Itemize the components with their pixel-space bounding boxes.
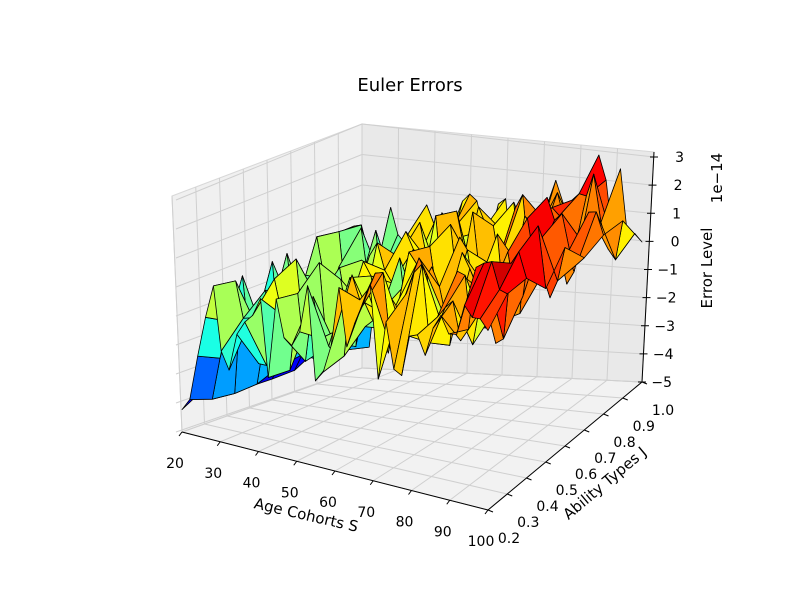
x-tick-label: 20	[166, 456, 184, 472]
x-tick-label: 80	[396, 515, 414, 531]
z-tick-label: −1	[657, 263, 678, 279]
y-tick-mark	[507, 493, 513, 497]
z-ticks: 3 2 1 0 −1 −2 −3 −4 −5	[638, 150, 684, 391]
x-tick-mark	[293, 460, 298, 466]
z-tick-label: 3	[675, 150, 684, 166]
grid-line	[175, 154, 363, 230]
z-offset-label: 1e−14	[708, 153, 726, 203]
y-tick-mark	[564, 445, 571, 449]
x-tick-mark	[369, 480, 374, 486]
y-tick-label: 0.8	[613, 435, 635, 451]
z-tick-label: 2	[674, 178, 683, 194]
x-tick-mark	[255, 451, 259, 456]
y-ticks: 0.20.30.40.50.60.70.80.91.0	[487, 381, 674, 547]
surface-patch	[479, 289, 508, 331]
x-ticks: 20 30 40 50 60 70 80 90 100	[166, 431, 495, 550]
x-tick-label: 70	[357, 505, 375, 521]
z-axis-line	[641, 151, 655, 383]
z-tick-label: 0	[671, 234, 680, 250]
surface-plot	[181, 154, 643, 411]
grid-line	[372, 376, 538, 482]
y-tick-label: 0.7	[594, 451, 616, 467]
y-tick-label: 0.2	[498, 531, 520, 547]
x-tick-label: 100	[468, 534, 495, 550]
grid-line	[294, 391, 585, 431]
y-tick-mark	[487, 509, 494, 513]
z-tick-label: −3	[654, 319, 675, 335]
y-tick-mark	[545, 461, 551, 465]
x-tick-label: 30	[204, 466, 222, 482]
grid-line	[175, 123, 363, 201]
z-tick-label: −4	[653, 347, 674, 363]
grid-line	[171, 195, 183, 433]
y-tick-label: 0.6	[575, 467, 597, 483]
grid-line	[316, 383, 604, 415]
y-tick-mark	[603, 413, 609, 417]
z-tick-label: 1	[672, 206, 681, 222]
z-tick-label: −2	[656, 291, 677, 307]
x-tick-label: 60	[319, 495, 337, 511]
z-tick-label: −5	[651, 375, 672, 391]
y-tick-mark	[622, 397, 628, 401]
grid-line	[411, 378, 573, 491]
x-tick-mark	[331, 470, 336, 476]
x-tick-mark	[178, 431, 183, 437]
grid-line	[339, 375, 623, 399]
grid-line	[271, 399, 566, 447]
y-tick-mark	[526, 477, 532, 481]
x-tick-label: 40	[243, 476, 261, 492]
chart-title: Euler Errors	[357, 75, 462, 96]
x-tick-label: 50	[281, 485, 299, 501]
y-tick-label: 0.4	[536, 499, 558, 515]
z-axis-label: Error Level	[698, 228, 716, 309]
x-axis-label: Age Cohorts S	[252, 494, 360, 535]
y-tick-label: 0.9	[633, 419, 655, 435]
grid-line	[361, 367, 643, 383]
y-tick-mark	[584, 429, 590, 433]
y-tick-label: 0.3	[517, 515, 539, 531]
x-tick-mark	[484, 509, 489, 515]
grid-line	[175, 367, 363, 433]
y-tick-label: 1.0	[652, 403, 674, 419]
grid-line	[449, 379, 608, 501]
x-tick-label: 90	[434, 524, 452, 540]
y-tick-label: 0.5	[556, 483, 578, 499]
x-tick-mark	[216, 441, 221, 447]
x-tick-mark	[446, 499, 451, 505]
x-tick-mark	[408, 490, 412, 495]
grid-line	[175, 184, 363, 259]
